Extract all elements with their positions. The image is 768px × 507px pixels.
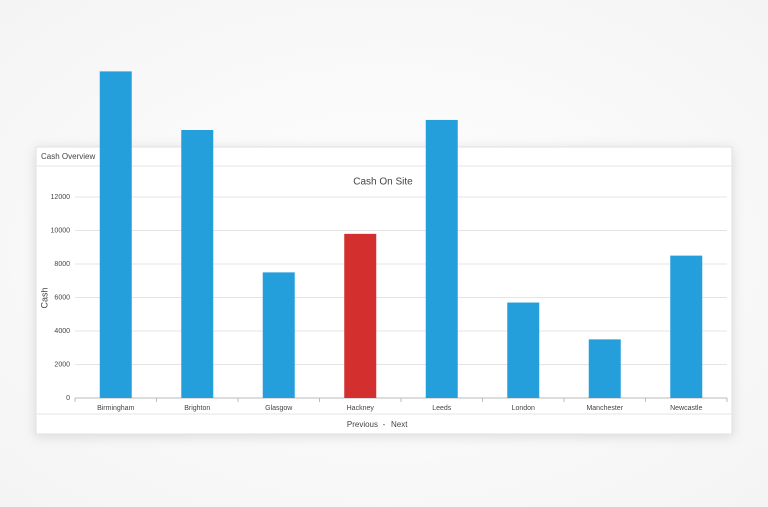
next-link[interactable]: Next xyxy=(391,420,408,429)
bar xyxy=(588,339,621,398)
x-tick-label: Manchester xyxy=(586,405,623,412)
y-tick-label: 8000 xyxy=(54,261,70,268)
bar xyxy=(670,255,703,398)
panel-title: Cash Overview xyxy=(41,152,95,161)
bar xyxy=(425,119,458,398)
y-axis-label: Cash xyxy=(39,287,49,308)
y-tick-label: 12000 xyxy=(51,194,71,201)
y-tick-label: 6000 xyxy=(54,294,70,301)
y-tick-label: 10000 xyxy=(51,227,71,234)
bar xyxy=(181,130,214,398)
x-tick-label: London xyxy=(512,405,535,412)
bar xyxy=(344,233,377,398)
x-tick-label: Birmingham xyxy=(97,405,135,412)
bar xyxy=(99,71,132,398)
chart-title: Cash On Site xyxy=(353,177,413,188)
bar xyxy=(262,272,295,398)
bar xyxy=(507,302,540,398)
x-tick-label: Newcastle xyxy=(670,405,702,412)
x-tick-label: Glasgow xyxy=(265,405,293,412)
plot: 0 2000 4000 6000 8000 10000 12000 Birmingham Bri… xyxy=(51,71,728,412)
x-tick-label: Leeds xyxy=(432,405,452,412)
x-tick-label: Brighton xyxy=(184,405,210,412)
x-tick-label: Hackney xyxy=(347,405,375,412)
y-tick-label: 0 xyxy=(66,395,70,402)
y-tick-label: 4000 xyxy=(54,328,70,335)
y-tick-label: 2000 xyxy=(54,361,70,368)
panel xyxy=(35,146,733,435)
pager-separator: - xyxy=(383,420,386,429)
previous-link[interactable]: Previous xyxy=(347,420,378,429)
